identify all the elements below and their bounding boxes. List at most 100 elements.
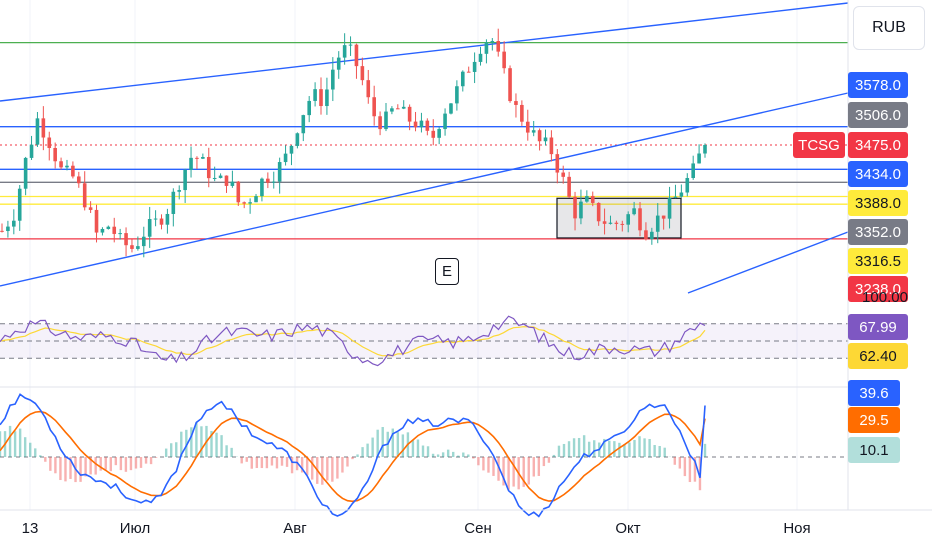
candle-body — [112, 226, 117, 234]
price-label-bg — [848, 248, 908, 274]
candle-body — [596, 202, 601, 222]
candle-body — [71, 165, 75, 177]
candle-body — [679, 192, 684, 197]
candle-body — [206, 157, 211, 179]
candle-body — [124, 233, 128, 246]
currency-button[interactable]: RUB — [853, 6, 925, 50]
macd-histogram-bar — [391, 428, 394, 457]
macd-histogram-bar — [653, 445, 656, 457]
price-label: 3388.0 — [855, 195, 901, 212]
macd-histogram-bar — [502, 457, 505, 486]
candle-body — [88, 207, 93, 210]
candle-body — [620, 223, 625, 225]
rsi-pane — [0, 315, 848, 388]
candle-body — [372, 97, 376, 117]
candle-body — [419, 120, 424, 128]
hist-value-bg — [848, 437, 900, 463]
candle-body — [153, 218, 158, 220]
candle-body — [460, 71, 465, 87]
candle-body — [508, 68, 512, 102]
price-axis: 3578.0 3506.0 3475.0 3434.0 3388.0 3352.0 3316… — [793, 0, 908, 510]
macd-histogram-bar — [195, 422, 198, 457]
macd-histogram-bar — [361, 447, 364, 457]
candle-body — [35, 118, 40, 145]
macd-histogram-bar — [139, 457, 143, 468]
candle-body — [650, 231, 654, 240]
candle-body — [673, 196, 678, 198]
macd-histogram-bar — [275, 457, 279, 469]
macd-histogram-bar — [441, 452, 445, 457]
candle-body — [661, 215, 666, 219]
candle-body — [614, 222, 619, 224]
candle-body — [360, 66, 365, 81]
candle-body — [602, 221, 607, 224]
macd-histogram-bar — [457, 455, 460, 457]
candle-body — [437, 129, 441, 138]
time-label: 13 — [22, 520, 39, 537]
macd-histogram-bar — [371, 437, 374, 457]
candle-body — [590, 196, 595, 203]
macd-histogram-bar — [79, 457, 82, 482]
candle-body — [201, 157, 205, 159]
macd-histogram-bar — [23, 437, 27, 457]
time-label: Окт — [615, 520, 640, 537]
macd-histogram-bar — [34, 448, 37, 457]
macd-histogram-bar — [341, 457, 344, 473]
candle-body — [336, 57, 341, 70]
macd-histogram-bar — [658, 446, 661, 457]
candle-body — [455, 86, 459, 104]
rsi-axis-top: 100.00 — [862, 289, 908, 306]
macd-histogram-bar — [477, 457, 480, 466]
macd-histogram-bar — [482, 457, 485, 471]
candle-body — [638, 208, 642, 231]
macd-histogram-bar — [396, 432, 400, 457]
candle-body — [431, 130, 436, 138]
candle-body — [147, 219, 152, 237]
rsi-value-bg — [848, 314, 908, 340]
candlestick-series — [0, 28, 707, 258]
macd-histogram-bar — [628, 442, 631, 457]
macd-histogram-bar — [99, 457, 102, 471]
price-label: 3475.0 — [855, 137, 901, 154]
candle-body — [396, 108, 400, 110]
earnings-event-marker[interactable]: E — [435, 258, 459, 285]
macd-histogram-bar — [376, 429, 379, 457]
candle-body — [59, 161, 63, 168]
candle-body — [449, 103, 453, 114]
macd-histogram-bar — [557, 445, 561, 457]
candle-body — [289, 145, 294, 154]
price-label-bg — [848, 72, 908, 98]
candle-body — [94, 209, 99, 233]
macd-histogram-bar — [0, 431, 2, 457]
candle-body — [632, 208, 636, 215]
macd-histogram-bar — [346, 457, 349, 467]
candle-body — [378, 116, 382, 130]
macd-histogram-bar — [144, 457, 148, 464]
price-label-bg — [848, 276, 908, 302]
macd-histogram-bar — [431, 453, 435, 457]
macd-histogram-bar — [311, 457, 314, 480]
candle-body — [23, 157, 28, 189]
price-label-bg — [848, 190, 908, 216]
price-label-bg — [848, 219, 908, 245]
price-label: 3352.0 — [855, 224, 901, 241]
candle-body — [425, 120, 430, 131]
candle-body — [496, 41, 501, 52]
candle-body — [313, 89, 317, 101]
macd-histogram-bar — [401, 434, 405, 457]
consolidation-rectangle — [556, 197, 682, 239]
candle-body — [401, 106, 406, 109]
candle-body — [136, 246, 140, 249]
candle-body — [189, 157, 193, 170]
candle-body — [644, 230, 648, 240]
candle-body — [549, 137, 554, 155]
macd-histogram-bar — [547, 457, 551, 463]
macd-histogram-bar — [321, 457, 324, 485]
candle-body — [266, 178, 270, 183]
time-label: Июл — [120, 520, 150, 537]
macd-histogram-bar — [164, 448, 168, 457]
macd-histogram-bar — [8, 425, 12, 457]
macd-histogram-bar — [215, 432, 218, 457]
candle-body — [319, 89, 323, 107]
